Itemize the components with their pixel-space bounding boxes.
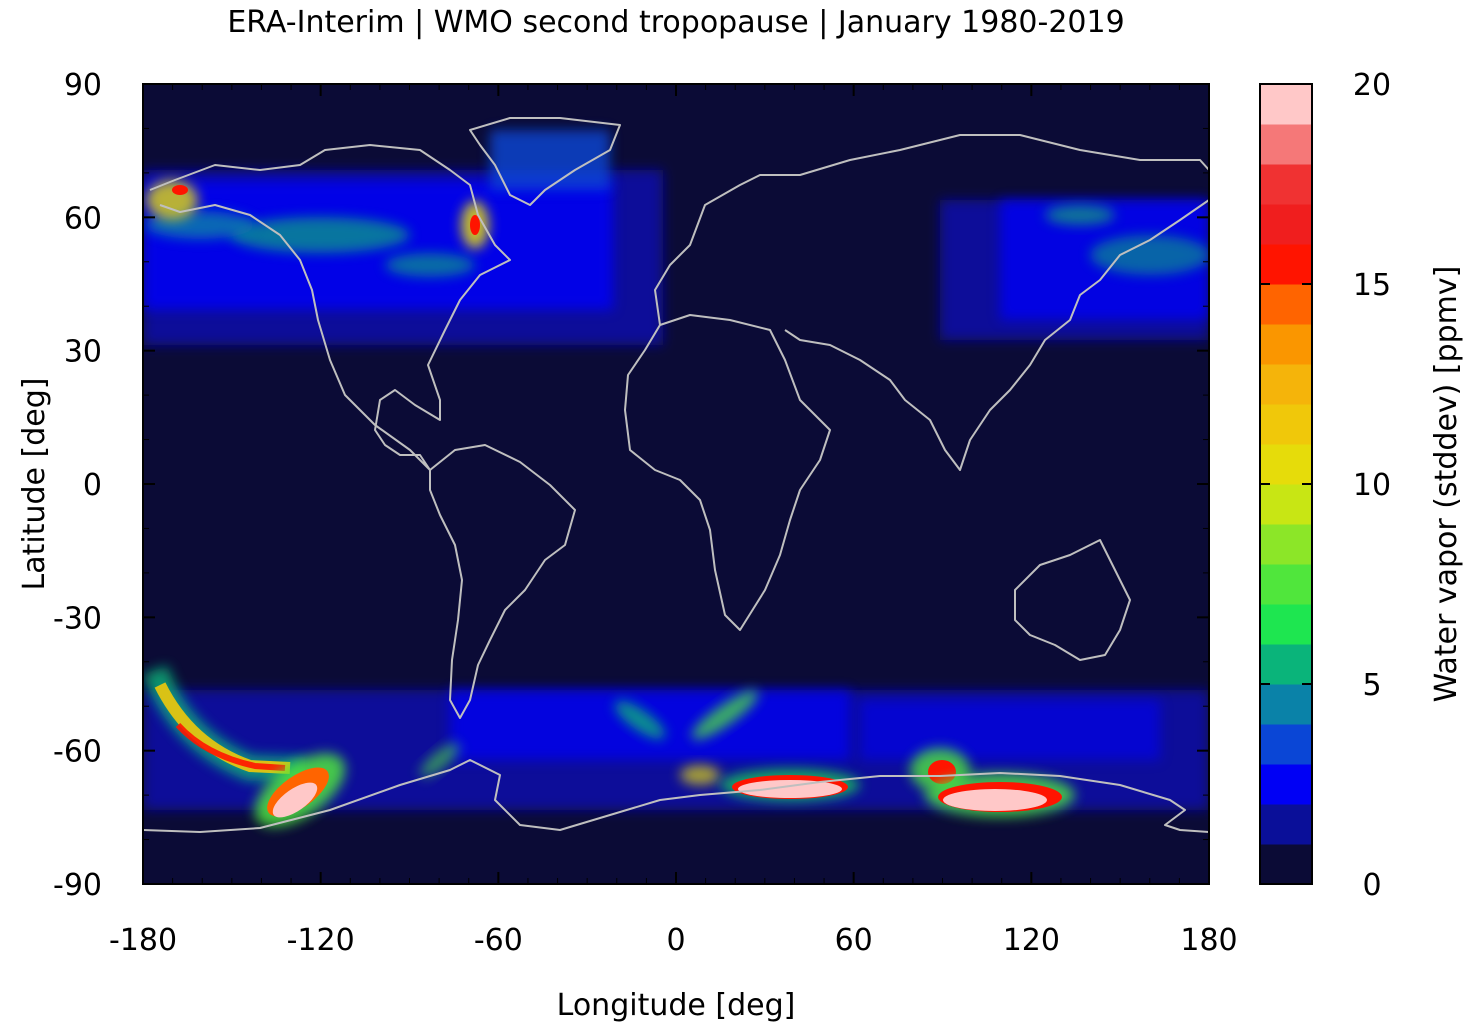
colorbar-tick-label: 15 — [1353, 268, 1391, 303]
colorbar-swatch — [1260, 564, 1312, 605]
coast-africa-eurasia — [624, 314, 831, 631]
sh-arc-core — [175, 722, 286, 771]
y-tick-labels: 90 60 30 0 -30 -60 -90 — [53, 68, 102, 903]
colorbar-swatch — [1260, 724, 1312, 765]
coast-australia — [1014, 539, 1131, 661]
colorbar-tick-label: 5 — [1362, 668, 1381, 703]
colorbar-ticks — [1260, 83, 1312, 885]
hot-ross-core — [272, 782, 318, 818]
x-tick-labels: -180 -120 -60 0 60 120 180 — [109, 923, 1238, 958]
colorbar-swatch — [1260, 164, 1312, 205]
colorbar-swatch — [1260, 844, 1312, 885]
coast-antarctica — [143, 759, 1209, 833]
colorbar: 0 5 10 15 20 Water vapor (stddev) [ppmv] — [1259, 68, 1464, 903]
colorbar-swatch — [1260, 644, 1312, 685]
y-tick-label: 0 — [83, 468, 102, 503]
colorbar-swatch — [1260, 684, 1312, 725]
hot-labrador-core — [470, 215, 480, 235]
plot-area — [142, 83, 1210, 885]
colorbar-swatch — [1260, 484, 1312, 525]
y-tick-label: -60 — [53, 735, 102, 770]
sh-band-blue-east — [860, 700, 1160, 760]
coast-asia-east — [784, 199, 1209, 471]
y-axis-label: Latitude [deg] — [17, 378, 52, 591]
colorbar-swatch — [1260, 84, 1312, 125]
coastlines — [143, 117, 1209, 833]
colorbar-swatch — [1260, 204, 1312, 245]
x-tick-label: 60 — [835, 923, 873, 958]
colorbar-tick-label: 10 — [1353, 468, 1391, 503]
hot-ind-mid — [928, 760, 956, 784]
hot-bering-core — [172, 185, 188, 195]
x-axis-label: Longitude [deg] — [557, 988, 796, 1023]
colorbar-swatch — [1260, 364, 1312, 405]
pacific-nh-streak — [230, 217, 410, 253]
colorbar-tick-label: 20 — [1353, 68, 1391, 103]
colorbar-swatch — [1260, 404, 1312, 445]
coast-greenland — [469, 117, 621, 206]
chart-title: ERA-Interim | WMO second tropopause | Ja… — [227, 5, 1124, 40]
hot-wilkes-core — [943, 789, 1047, 811]
x-tick-label: -180 — [109, 923, 177, 958]
y-tick-label: -30 — [53, 601, 102, 636]
sh-streak-atl — [614, 700, 666, 740]
hot-ea-core — [738, 780, 842, 798]
x-tick-label: 0 — [666, 923, 685, 958]
greenland-blue — [490, 130, 610, 190]
colorbar-tick-label: 0 — [1362, 868, 1381, 903]
y-tick-label: 90 — [64, 68, 102, 103]
x-tick-label: 120 — [1003, 923, 1060, 958]
sh-streak-ind — [691, 690, 759, 740]
siberia-streak — [1045, 205, 1115, 225]
colorbar-swatch — [1260, 244, 1312, 285]
colorbar-tick-labels: 0 5 10 15 20 — [1353, 68, 1391, 903]
y-tick-label: -90 — [53, 868, 102, 903]
colorbar-swatch — [1260, 444, 1312, 485]
sh-streak-ind2 — [680, 765, 720, 785]
x-tick-label: 180 — [1180, 923, 1237, 958]
sh-streak-pac — [420, 742, 460, 778]
hot-bering-outer — [146, 180, 198, 220]
y-tick-label: 60 — [64, 201, 102, 236]
colorbar-swatch — [1260, 124, 1312, 165]
coast-south-america — [429, 444, 576, 719]
colorbar-label: Water vapor (stddev) [ppmv] — [1429, 266, 1464, 703]
colorbar-swatch — [1260, 324, 1312, 365]
x-tick-label: -120 — [287, 923, 355, 958]
x-tick-label: -60 — [474, 923, 523, 958]
axis-ticks — [142, 83, 1210, 885]
colorbar-swatch — [1260, 524, 1312, 565]
atlantic-nh-streak — [385, 253, 475, 277]
colorbar-swatch — [1260, 284, 1312, 325]
colorbar-swatch — [1260, 764, 1312, 805]
colorbar-swatch — [1260, 604, 1312, 645]
coast-eurasia-north — [654, 134, 1209, 326]
colorbar-swatches — [1260, 84, 1312, 885]
coast-north-america — [149, 144, 511, 471]
japan-streak — [1090, 235, 1209, 275]
y-tick-label: 30 — [64, 335, 102, 370]
colorbar-swatch — [1260, 804, 1312, 845]
